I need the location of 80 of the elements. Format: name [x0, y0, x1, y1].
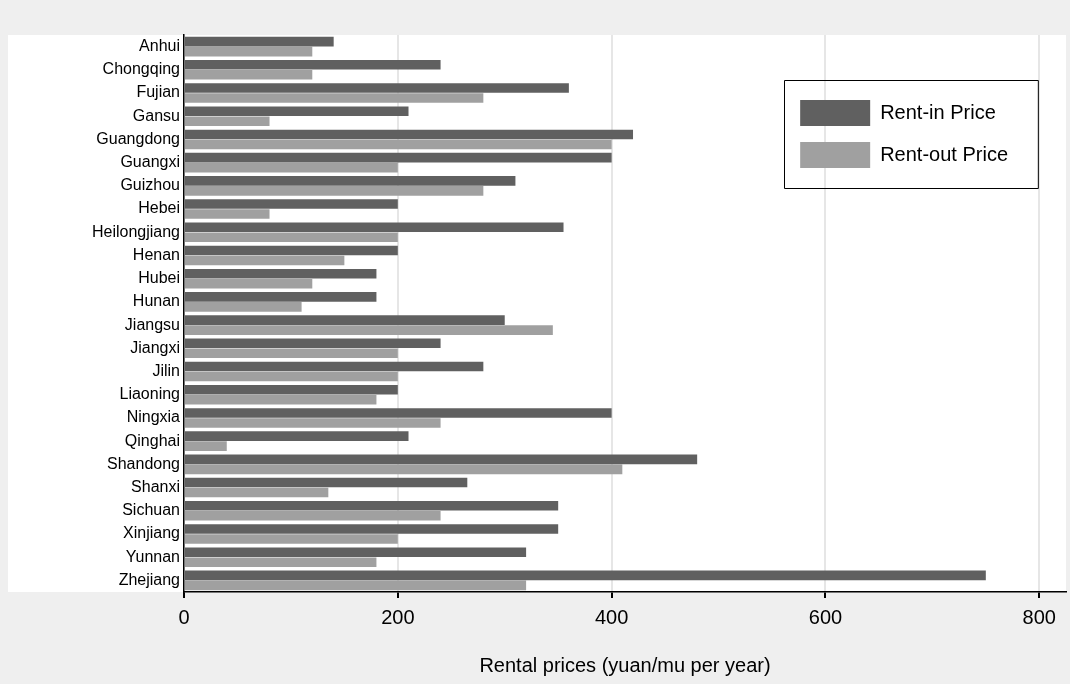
- bar: [185, 46, 313, 57]
- bar: [185, 129, 634, 140]
- legend-label: Rent-in Price: [880, 100, 996, 123]
- bar: [185, 268, 377, 279]
- bar: [185, 315, 505, 325]
- y-tick-label: Jilin: [152, 361, 180, 379]
- y-tick-label: Hebei: [138, 199, 180, 217]
- bar: [185, 338, 441, 349]
- bar: [185, 487, 329, 498]
- y-tick-label: Liaoning: [119, 385, 180, 403]
- y-tick-label: Gansu: [132, 106, 180, 124]
- bar: [185, 464, 623, 475]
- bar: [185, 454, 698, 465]
- bar: [185, 222, 564, 233]
- bar: [185, 361, 484, 372]
- bar: [185, 255, 345, 266]
- y-tick-label: Shandong: [107, 454, 180, 472]
- y-tick-label: Xinjiang: [123, 524, 180, 542]
- bar: [185, 232, 398, 243]
- y-tick-label: Jiangsu: [124, 315, 180, 333]
- bar: [185, 139, 612, 150]
- bar: [185, 547, 527, 557]
- bar: [185, 524, 559, 534]
- y-tick-label: Jiangxi: [130, 338, 180, 356]
- bar: [185, 394, 377, 405]
- bar: [185, 408, 612, 418]
- y-tick-label: Anhui: [139, 37, 180, 55]
- bar: [185, 152, 612, 163]
- bar: [185, 384, 398, 395]
- bar: [185, 348, 398, 359]
- bar: [185, 534, 398, 544]
- bar: [185, 186, 484, 196]
- bar: [185, 477, 468, 488]
- x-axis-title: Rental prices (yuan/mu per year): [479, 653, 771, 676]
- x-tick-label: 400: [594, 605, 629, 628]
- y-tick-label: Guangdong: [96, 129, 180, 147]
- bar: [185, 371, 398, 382]
- bar: [185, 245, 398, 256]
- y-tick-label: Chongqing: [102, 60, 180, 78]
- y-tick-label: Ningxia: [126, 408, 181, 426]
- x-tick-label: 600: [808, 605, 843, 628]
- y-tick-label: Henan: [132, 245, 180, 263]
- bar: [185, 209, 270, 219]
- x-tick-label: 800: [1022, 605, 1056, 628]
- y-tick-label: Fujian: [136, 83, 180, 101]
- y-tick-label: Zhejiang: [118, 570, 180, 588]
- bar: [185, 418, 441, 428]
- y-tick-label: Yunnan: [125, 547, 180, 565]
- x-tick-label: 0: [178, 605, 190, 628]
- y-tick-label: Hubei: [138, 269, 180, 287]
- x-tick-label: 200: [381, 605, 415, 628]
- bar: [185, 70, 313, 80]
- legend-label: Rent-out Price: [880, 142, 1009, 165]
- y-tick-label: Guangxi: [120, 153, 180, 171]
- bar: [185, 557, 377, 567]
- bar: [185, 176, 516, 186]
- bar: [185, 278, 313, 289]
- bar: [185, 83, 569, 93]
- bar: [185, 510, 441, 521]
- bar: [185, 302, 302, 312]
- bar: [185, 441, 227, 451]
- y-tick-label: Heilongjiang: [91, 222, 180, 240]
- bar: [185, 116, 270, 127]
- bar: [185, 580, 527, 591]
- bar: [185, 431, 409, 441]
- bar: [185, 162, 398, 173]
- bar: [185, 199, 398, 209]
- bar: [185, 93, 484, 103]
- bar: [185, 60, 441, 70]
- y-tick-label: Hunan: [132, 292, 180, 310]
- y-tick-label: Shanxi: [131, 477, 180, 495]
- bar: [185, 36, 334, 47]
- y-tick-label: Guizhou: [120, 176, 180, 194]
- y-tick-label: Qinghai: [124, 431, 180, 449]
- bar: [185, 500, 559, 511]
- y-tick-label: Sichuan: [122, 501, 180, 519]
- bar: [185, 325, 553, 335]
- bar: [185, 570, 986, 581]
- bar: [185, 292, 377, 302]
- bar: [185, 106, 409, 117]
